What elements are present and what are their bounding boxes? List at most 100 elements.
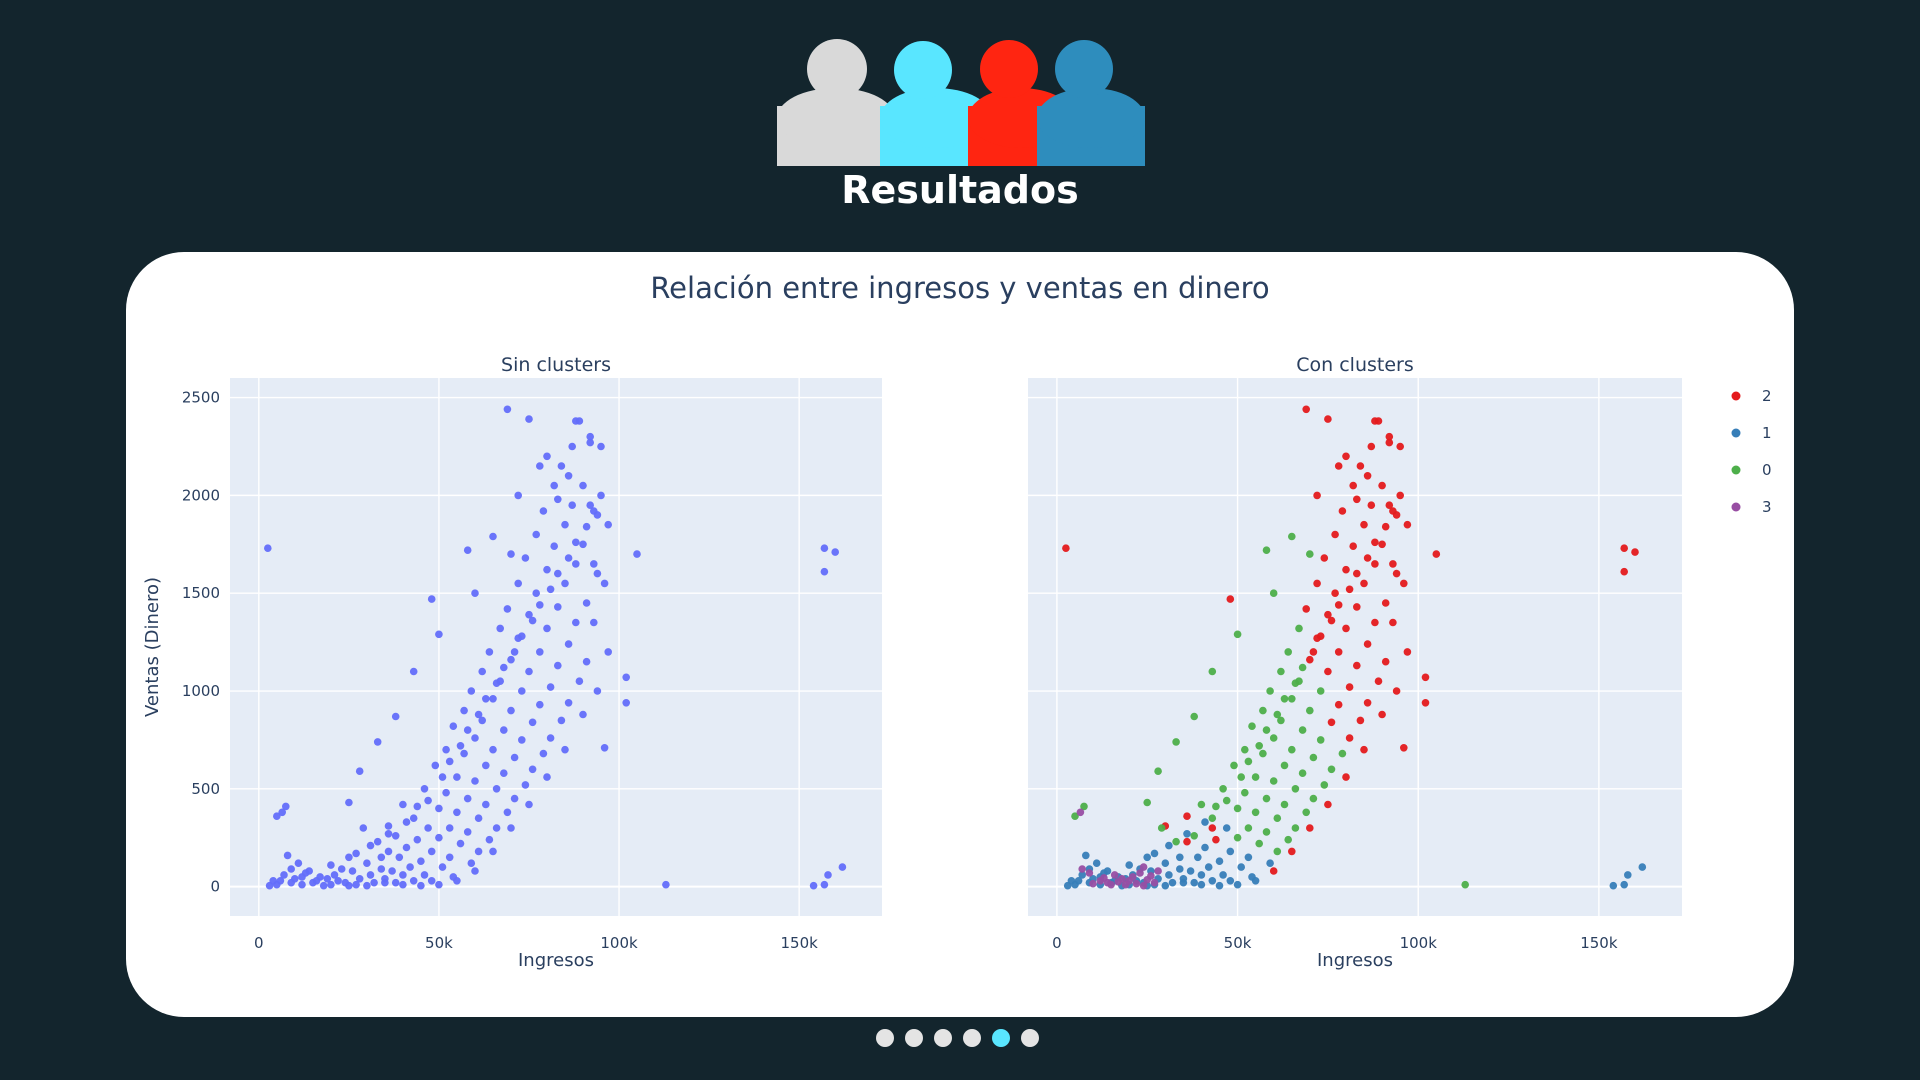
point-cluster-2 — [1313, 491, 1321, 500]
y-axis-label: Ventas (Dinero) — [142, 577, 163, 717]
point-cluster-0 — [1327, 765, 1336, 774]
point — [327, 861, 335, 869]
point — [420, 785, 429, 793]
legend[interactable]: 2 1 0 3 — [1731, 387, 1772, 516]
point-cluster-0 — [1262, 546, 1271, 554]
point-cluster-0 — [1251, 808, 1260, 817]
point — [554, 495, 562, 504]
point — [564, 699, 573, 707]
x-axis-label-left: Ingresos — [518, 950, 594, 971]
point — [417, 881, 425, 890]
point — [510, 794, 519, 803]
point — [568, 442, 576, 451]
point — [406, 863, 414, 871]
point-cluster-0 — [1284, 835, 1292, 844]
x-tick-label: 100k — [1400, 934, 1438, 952]
point-cluster-2 — [1396, 491, 1404, 500]
pagination-dot[interactable] — [992, 1029, 1010, 1047]
point — [370, 878, 378, 887]
point-cluster-1 — [1208, 877, 1217, 885]
point — [381, 878, 389, 887]
point-cluster-3 — [1150, 878, 1159, 887]
legend-item-1[interactable]: 1 — [1731, 424, 1772, 442]
point — [518, 687, 526, 695]
point-cluster-1 — [1150, 849, 1159, 858]
point — [564, 640, 573, 648]
point — [590, 618, 598, 627]
point-cluster-2 — [1342, 452, 1350, 461]
point — [586, 432, 594, 441]
point — [264, 544, 272, 552]
point — [500, 663, 508, 672]
point-cluster-1 — [1125, 861, 1133, 869]
x-tick-label: 100k — [600, 934, 638, 952]
point — [435, 833, 443, 842]
point-cluster-2 — [1345, 734, 1354, 742]
point-cluster-2 — [1349, 542, 1357, 550]
ticks-right: 0 50k 100k 150k — [1052, 934, 1618, 952]
point-cluster-1 — [1226, 847, 1235, 856]
point-cluster-2 — [1367, 501, 1376, 509]
point — [568, 501, 576, 509]
point-cluster-2 — [1403, 648, 1412, 656]
x-tick-label: 50k — [425, 934, 453, 952]
point — [388, 867, 396, 875]
point — [838, 863, 847, 871]
point — [507, 655, 515, 664]
point-cluster-1 — [1176, 853, 1184, 862]
point — [831, 548, 839, 556]
pagination-dot[interactable] — [934, 1029, 952, 1047]
point-cluster-2 — [1356, 716, 1365, 725]
point-cluster-2 — [1327, 616, 1336, 625]
point-cluster-2 — [1313, 579, 1321, 588]
point-cluster-1 — [1179, 878, 1188, 887]
pagination-dot[interactable] — [876, 1029, 894, 1047]
point — [489, 695, 497, 703]
point-cluster-0 — [1212, 802, 1220, 811]
legend-label: 0 — [1762, 461, 1772, 479]
point-cluster-0 — [1241, 788, 1249, 797]
point — [572, 417, 580, 425]
y-tick-label: 1500 — [182, 584, 220, 602]
point-cluster-2 — [1371, 538, 1379, 547]
point — [402, 818, 411, 826]
legend-item-0[interactable]: 0 — [1731, 461, 1772, 479]
point — [474, 814, 483, 822]
pagination-dot[interactable] — [1021, 1029, 1039, 1047]
point-cluster-0 — [1302, 808, 1310, 817]
point — [492, 824, 501, 832]
point-cluster-0 — [1233, 630, 1242, 639]
pagination-dots — [0, 1029, 1920, 1049]
point-cluster-2 — [1381, 599, 1390, 607]
point — [355, 875, 364, 883]
legend-item-2[interactable]: 2 — [1731, 387, 1772, 405]
point — [427, 877, 436, 885]
point — [363, 881, 371, 890]
point-cluster-1 — [1092, 859, 1101, 867]
point — [312, 877, 321, 885]
point-cluster-0 — [1071, 812, 1079, 820]
point — [590, 560, 598, 568]
pagination-dot[interactable] — [905, 1029, 923, 1047]
point-cluster-2 — [1288, 847, 1296, 856]
plot-area-left — [230, 378, 882, 916]
point-cluster-3 — [1107, 880, 1115, 889]
point-cluster-2 — [1385, 438, 1394, 447]
point-cluster-0 — [1251, 773, 1260, 781]
pagination-dot[interactable] — [963, 1029, 981, 1047]
legend-item-3[interactable]: 3 — [1731, 498, 1772, 516]
point-cluster-2 — [1371, 560, 1379, 568]
point — [824, 871, 832, 879]
scatter-chart: Relación entre ingresos y ventas en dine… — [142, 271, 1772, 971]
point — [442, 745, 450, 754]
point — [554, 661, 562, 670]
point-cluster-0 — [1291, 785, 1300, 793]
point-cluster-0 — [1309, 753, 1318, 762]
point-cluster-0 — [1269, 734, 1278, 742]
point-cluster-0 — [1208, 667, 1217, 676]
point-cluster-2 — [1389, 560, 1397, 568]
point — [391, 878, 400, 887]
point-cluster-1 — [1638, 863, 1647, 871]
point — [399, 871, 407, 879]
point-cluster-0 — [1273, 710, 1282, 719]
